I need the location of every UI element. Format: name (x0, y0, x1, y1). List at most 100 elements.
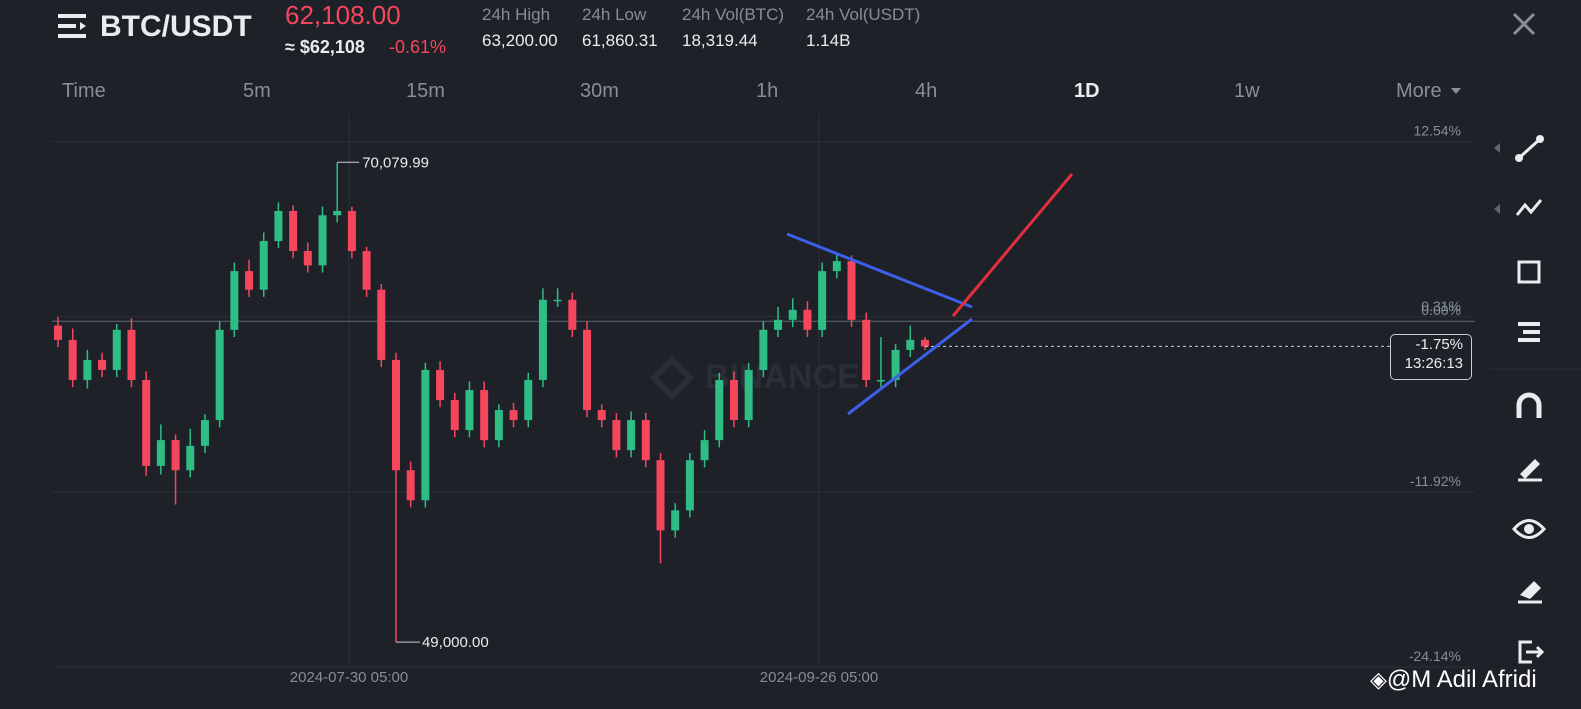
low-label: 49,000.00 (422, 634, 489, 651)
close-button[interactable] (1510, 10, 1538, 43)
stat-value: 18,319.44 (682, 31, 758, 50)
candle-body (627, 420, 636, 451)
candle-body (245, 271, 254, 290)
y-tick-label: 0.31% (1421, 298, 1461, 314)
countdown: 13:26:13 (1404, 355, 1463, 373)
candle-body (465, 389, 474, 431)
candle-body (729, 379, 738, 421)
tool-erase[interactable] (1518, 581, 1542, 604)
candle-body (891, 349, 900, 380)
candle-body (685, 460, 694, 511)
candle-body (186, 445, 195, 471)
candle-body (362, 251, 371, 290)
tab[interactable]: 5m (243, 80, 271, 102)
candle-body (612, 420, 621, 451)
tab[interactable]: Time (62, 80, 106, 102)
tool-text[interactable] (1518, 322, 1540, 342)
symbol[interactable]: BTC/USDT (100, 10, 252, 43)
tab[interactable]: 30m (580, 80, 619, 102)
candle-body (759, 329, 768, 370)
candle-body (715, 379, 724, 441)
candle-body (700, 440, 709, 461)
change: -0.61% (389, 37, 447, 57)
candle-body (553, 299, 562, 302)
candle-body (744, 369, 753, 421)
candle-body (259, 241, 268, 290)
y-tick-label: 0.00% (1421, 302, 1461, 318)
tab[interactable]: 1h (756, 80, 779, 102)
candle-body (215, 329, 224, 421)
stat-value: 1.14B (806, 31, 851, 50)
tool-magnet[interactable] (1516, 392, 1542, 418)
candle-body (509, 410, 518, 421)
toolbar-icons (1490, 135, 1581, 664)
candle-body (230, 271, 239, 330)
candle-body (303, 251, 312, 266)
candle-body (480, 389, 489, 441)
stat-label: 24h Low (582, 5, 647, 24)
more-caret (1451, 88, 1461, 94)
tab-active[interactable]: 1D (1074, 80, 1100, 102)
candle-body (597, 410, 606, 421)
candle-body (289, 210, 298, 252)
last-price-tag: -1.75% 13:26:13 (1390, 334, 1472, 381)
stat-label: 24h Vol(BTC) (682, 5, 785, 24)
watermark: BINANCE (705, 358, 860, 396)
tab[interactable]: 15m (406, 80, 445, 102)
candle-body (156, 440, 165, 466)
stat-label: 24h Vol(USDT) (806, 5, 921, 24)
candle-body (112, 329, 121, 370)
candle-body (921, 339, 929, 347)
trendline-upper (786, 232, 973, 309)
candle-body (274, 210, 283, 242)
candle-body (774, 319, 783, 330)
stat-value: 61,860.31 (582, 31, 658, 50)
tool-edit[interactable] (1518, 459, 1542, 482)
tool-eye[interactable] (1511, 519, 1547, 539)
candle-body (832, 261, 841, 272)
tool-fib[interactable] (1515, 199, 1543, 216)
tool-exit[interactable] (1518, 640, 1545, 664)
candle-body (318, 215, 327, 266)
candle-body (803, 309, 812, 330)
candle-body (436, 369, 445, 401)
candle-body (568, 299, 577, 330)
x-tick-label: 2024-09-26 05:00 (760, 669, 878, 686)
credit-text: @M Adil Afridi (1386, 666, 1537, 693)
candle-body (583, 329, 592, 411)
y-tick-label: 12.54% (1414, 123, 1461, 139)
approx-price: ≈ $62,108 (285, 37, 365, 57)
credit: ◈@M Adil Afridi (1370, 666, 1537, 694)
candle-body (862, 319, 871, 380)
candle-body (98, 359, 107, 370)
stat-label: 24h High (482, 5, 551, 24)
x-tick-label: 2024-07-30 05:00 (290, 669, 408, 686)
menu-glyph (58, 14, 86, 38)
tab[interactable]: 1w (1234, 80, 1260, 102)
candle-body (333, 210, 342, 216)
candle-body (906, 339, 915, 350)
candle-body (406, 470, 415, 501)
trendline-lower (847, 317, 973, 416)
y-tick-label: -24.14% (1409, 648, 1461, 664)
candle-body (524, 379, 533, 421)
tool-line[interactable] (1515, 135, 1544, 162)
candle-body (656, 460, 665, 531)
candle-body (876, 379, 885, 382)
candle-body (200, 420, 209, 446)
tab[interactable]: 4h (915, 80, 938, 102)
tool-shape[interactable] (1517, 260, 1541, 284)
candle-body (142, 379, 151, 466)
candle-body (83, 359, 92, 380)
candle-body (818, 271, 827, 330)
candle-body (347, 210, 356, 252)
plot: 12.54% 0.31%0.00% -11.92% -24.14% 70,079.99 4… (52, 123, 1475, 668)
watermark-logo (649, 355, 695, 401)
high-label: 70,079.99 (362, 154, 429, 171)
tab[interactable]: More (1396, 80, 1442, 102)
menu-icon[interactable] (58, 12, 88, 45)
close-glyph (1512, 12, 1536, 36)
last-change: -1.75% (1415, 336, 1463, 354)
last-price: 62,108.00 (285, 0, 401, 30)
